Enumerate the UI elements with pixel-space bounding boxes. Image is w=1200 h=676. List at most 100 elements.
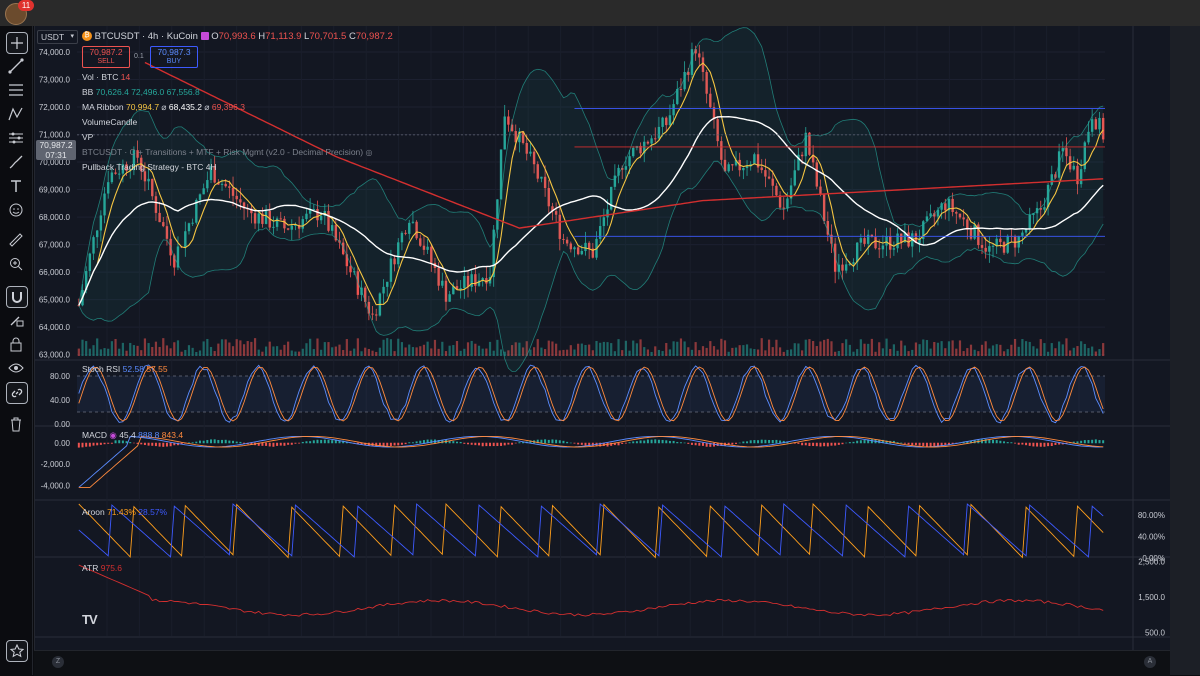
lock-icon[interactable] [6,334,26,354]
macd-histogram-bar [316,439,319,444]
legend-volume-candle[interactable]: VolumeCandle [82,117,138,127]
volume-bar [723,340,727,356]
legend-ma-fast: 70,994.7 [125,102,160,112]
volume-bar [470,340,473,356]
macd-histogram-bar [984,439,987,444]
price-axis-label: 65,000.0 [39,296,71,305]
emoji-icon[interactable] [6,200,26,220]
legend-stoch-rsi[interactable]: Stoch RSI 52.58 57.55 [82,364,168,374]
macd-histogram-bar [81,442,84,448]
eye-off-icon[interactable]: ◎ [365,148,373,157]
candle-body [297,224,301,229]
candle-body [1021,232,1024,236]
macd-histogram-bar [1065,442,1068,444]
volume-bar [610,343,613,356]
candle-body [822,194,826,222]
volume-bar [544,349,547,356]
candle-body [775,185,778,196]
legend-macd[interactable]: MACD ◉ 45.4 888.8 843.4 [82,430,183,441]
macd-histogram-bar [925,442,928,447]
legend-bb[interactable]: BB 70,626.4 72,496.0 67,556.8 [82,87,200,97]
macd-histogram-bar [635,441,638,444]
volume-bar [444,351,448,356]
candle-body [375,314,378,316]
legend-volume[interactable]: Vol · BTC 14 [82,72,130,82]
macd-histogram-bar [918,442,921,446]
volume-bar [672,341,675,356]
volume-bar [386,338,389,356]
trend-line-icon[interactable] [6,56,26,76]
volume-bar [929,348,932,356]
macd-histogram-bar [540,439,543,444]
lock-draw-icon[interactable] [6,310,26,330]
atr-name: ATR [82,563,99,573]
macd-histogram-bar [933,442,936,447]
buy-button[interactable]: 70,987.3 BUY [150,46,198,68]
volume-bar [801,350,804,356]
time-axis-bar[interactable]: Z A [34,650,1170,676]
star-icon[interactable] [6,640,28,662]
volume-bar [580,343,583,356]
chart-canvas[interactable]: 74,000.0 73,000.0 72,000.0 71,000.0 70,000.0… [35,26,1171,650]
macd-name: MACD [82,430,108,440]
candle-body [665,117,668,126]
timezone-button[interactable]: Z [52,656,64,668]
candle-body [988,246,991,252]
currency-select[interactable]: USDT ▾ [37,30,78,44]
macd-histogram-bar [331,440,334,444]
symbol-header[interactable]: ₿ BTCUSDT · 4h · KuCoin O70,993.6 H71,11… [82,31,393,42]
fib-icon[interactable] [6,80,26,100]
chart-area[interactable]: 74,000.0 73,000.0 72,000.0 71,000.0 70,000.0… [34,26,1171,650]
volume-bar [1010,344,1013,356]
legend-ma-ribbon[interactable]: MA Ribbon 70,994.7 ⌀ 68,435.2 ⌀ 69,396.3 [82,102,245,112]
volume-bar [654,346,657,356]
legend-aroon[interactable]: Aroon 71.43% 28.57% [82,507,167,517]
candle-body [389,258,393,282]
volume-bar [551,341,554,356]
volume-bar [165,345,169,356]
ruler-icon[interactable] [6,230,26,250]
legend-pullback[interactable]: Pullback Trading Strategy - BTC 4H [82,162,217,172]
text-icon[interactable] [6,176,26,196]
link-icon[interactable] [6,382,28,404]
macd-histogram-bar [867,439,870,444]
measure-icon[interactable] [6,128,26,148]
candle-body [1050,174,1053,185]
zoom-icon[interactable] [6,254,26,274]
trash-icon[interactable] [6,414,26,434]
auto-scale-button[interactable]: A [1144,656,1156,668]
sell-button[interactable]: 70,987.2 SELL [82,46,130,68]
chevron-down-icon: ▾ [70,33,74,40]
candle-body [334,225,338,241]
macd-histogram-bar [981,439,984,444]
macd-histogram-bar [272,442,275,447]
pattern-icon[interactable] [6,104,26,124]
aroon-up-line [78,502,1104,559]
candle-body [213,166,216,183]
candle-body [716,119,719,142]
eye-icon[interactable] [6,358,26,378]
legend-vp[interactable]: VP [82,132,94,142]
macd-histogram-bar [969,440,972,444]
volume-bar [690,349,694,356]
magnet-icon[interactable] [6,286,28,308]
macd-histogram-bar [823,442,826,447]
crosshair-icon[interactable] [6,32,28,54]
brush-icon[interactable] [6,152,26,172]
candle-body [1032,213,1035,215]
volume-bar [209,346,213,356]
macd-settings-icon[interactable]: ◉ [109,430,117,440]
volume-bar [92,345,95,356]
volume-bar [411,347,415,356]
macd-histogram-bar [580,442,583,445]
volume-bar [687,347,690,356]
macd-histogram-bar [500,442,503,446]
volume-bar [892,344,895,356]
volume-bar [184,349,187,356]
macd-histogram-bar [808,442,811,447]
macd-histogram-bar [812,442,815,446]
legend-atr[interactable]: ATR 975.6 [82,563,122,573]
macd-histogram-bar [617,442,620,446]
candle-body [973,224,976,239]
legend-strategy[interactable]: BTCUSDT · C + Transitions + MTF + Risk M… [82,147,372,157]
